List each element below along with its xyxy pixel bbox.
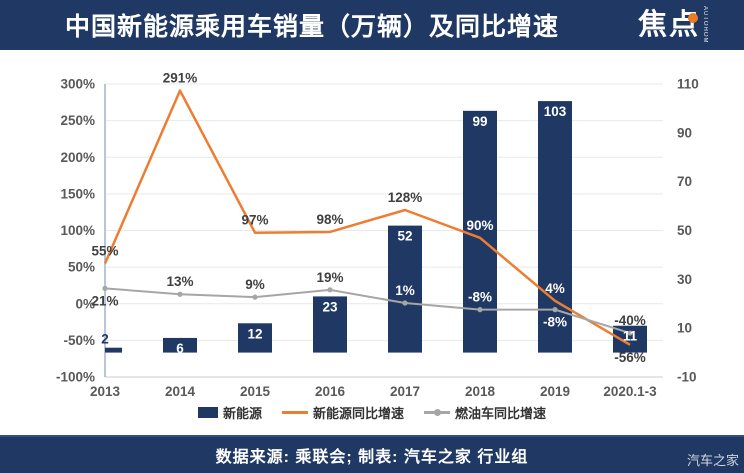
x-axis-label: 2017 <box>390 384 420 399</box>
growth-value-label: 13% <box>166 274 193 289</box>
source-bar: 数据来源: 乘联会; 制表: 汽车之家 行业组 汽车之家 <box>0 435 744 473</box>
right-axis-tick: 70 <box>677 174 692 189</box>
left-axis-tick: 50% <box>68 260 95 275</box>
right-axis-tick: 10 <box>677 321 692 336</box>
bar-2018 <box>463 110 497 353</box>
right-axis-tick: 30 <box>677 272 692 287</box>
bar-value-label: 23 <box>322 299 338 314</box>
legend-label: 新能源 <box>222 406 262 421</box>
growth-value-label: 55% <box>91 243 118 258</box>
bar-2014 <box>163 337 197 353</box>
x-axis-label: 2014 <box>165 384 196 399</box>
line-marker-dot <box>102 285 108 291</box>
bar-value-label: 12 <box>247 326 262 341</box>
bar-series <box>105 101 647 353</box>
line-marker-dot <box>477 307 483 313</box>
title-bar: 中国新能源乘用车销量（万辆）及同比增速 焦点 AUTOHOME <box>0 0 744 50</box>
growth-value-label: 19% <box>316 270 343 285</box>
fuel-growth-line <box>104 287 631 335</box>
growth-value-label: -8% <box>543 315 567 330</box>
left-axis-tick: 200% <box>60 150 95 165</box>
logo-orange-dot-icon <box>688 13 698 23</box>
growth-value-label: 97% <box>241 213 268 228</box>
bar-value-label: 2 <box>101 332 109 347</box>
growth-value-label: 98% <box>316 212 343 227</box>
left-axis-tick: -50% <box>63 333 95 348</box>
watermark: 汽车之家 <box>686 453 739 468</box>
growth-value-label: 21% <box>91 293 118 308</box>
x-axis-label: 2013 <box>90 384 121 399</box>
right-axis-tick: 90 <box>677 125 692 140</box>
autohome-focus-logo: 焦点 AUTOHOME <box>638 6 708 46</box>
line-marker-dot <box>627 330 633 336</box>
chart-title: 中国新能源乘用车销量（万辆）及同比增速 <box>64 13 559 41</box>
line-marker-dot <box>252 294 258 300</box>
bar-value-label: 11 <box>623 329 638 344</box>
left-axis-tick: 250% <box>60 113 95 128</box>
legend-item-fuel-growth: 燃油车同比增速 <box>424 403 546 422</box>
growth-value-label: -8% <box>468 290 492 305</box>
legend-label: 新能源同比增速 <box>312 406 404 421</box>
line-marker-dot <box>327 287 333 293</box>
left-axis-tick: 100% <box>60 223 95 238</box>
left-axis-tick: 300% <box>60 77 95 92</box>
x-axis-label: 2020.1-3 <box>603 384 657 399</box>
logo-subtext: AUTOHOME <box>702 6 708 42</box>
line-marker-dot <box>177 291 183 297</box>
growth-value-label: 128% <box>388 190 423 205</box>
growth-value-label: 291% <box>163 71 198 86</box>
bar-2017 <box>388 225 422 353</box>
right-axis-tick: 110 <box>677 77 699 92</box>
growth-value-label: -40% <box>614 313 646 328</box>
growth-value-label: 90% <box>466 218 493 233</box>
bar-swatch-icon <box>197 407 218 418</box>
right-axis-tick: 50 <box>677 223 692 238</box>
chart-legend: 新能源 新能源同比增速 燃油车同比增速 <box>0 403 744 422</box>
x-axis-label: 2018 <box>465 384 496 399</box>
data-source-text: 数据来源: 乘联会; 制表: 汽车之家 行业组 <box>215 449 529 466</box>
logo-text: 焦点 <box>637 9 700 41</box>
x-axis-label: 2016 <box>315 384 346 399</box>
legend-label: 燃油车同比增速 <box>455 406 547 421</box>
bar-value-label: 103 <box>544 104 567 119</box>
bar-2016 <box>313 296 347 353</box>
left-axis-tick: 0% <box>75 296 95 311</box>
left-axis-tick: 150% <box>60 186 95 201</box>
line-swatch-icon <box>281 411 308 414</box>
marker-dot-icon <box>434 409 441 416</box>
line-dot-swatch-icon <box>424 409 450 416</box>
legend-item-newenergy: 新能源 <box>197 403 262 422</box>
growth-value-label: 1% <box>395 283 415 298</box>
line-marker-dot <box>552 307 558 313</box>
newenergy-growth-line <box>103 89 631 346</box>
left-axis-tick: -100% <box>56 370 95 385</box>
line-marker-dot <box>402 300 408 306</box>
right-axis-tick: -10 <box>677 370 697 385</box>
bar-value-label: 52 <box>397 229 412 244</box>
growth-value-label: 9% <box>245 277 265 292</box>
growth-value-label: 4% <box>545 281 565 296</box>
bar-value-label: 6 <box>176 341 184 356</box>
bar-2015 <box>238 323 272 353</box>
x-axis-label: 2019 <box>540 384 570 399</box>
bar-value-label: 99 <box>472 114 487 129</box>
bar-2013 <box>105 347 122 353</box>
legend-item-newenergy-growth: 新能源同比增速 <box>281 403 404 422</box>
growth-value-label: -56% <box>614 350 646 365</box>
x-axis-label: 2015 <box>240 384 271 399</box>
